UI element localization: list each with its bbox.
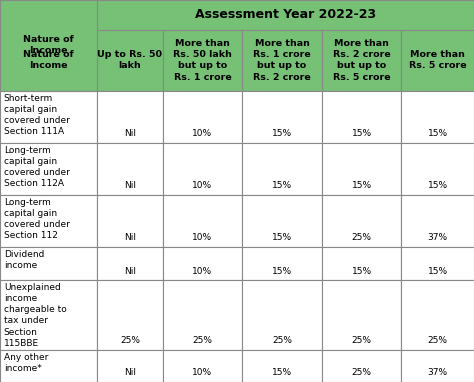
Bar <box>97 143 163 195</box>
Bar <box>97 30 163 91</box>
Bar <box>322 143 401 195</box>
Bar <box>242 247 322 280</box>
Bar <box>0 247 97 280</box>
Text: Nil: Nil <box>124 129 136 138</box>
Bar <box>0 30 97 91</box>
Bar <box>163 143 242 195</box>
Bar <box>0 91 97 143</box>
Bar <box>163 91 242 143</box>
Bar <box>163 280 242 350</box>
Text: 10%: 10% <box>192 129 212 138</box>
Text: 10%: 10% <box>192 368 212 377</box>
Text: Long-term
capital gain
covered under
Section 112: Long-term capital gain covered under Sec… <box>4 198 70 240</box>
Bar <box>401 350 474 382</box>
Text: 15%: 15% <box>272 129 292 138</box>
Bar <box>97 91 163 143</box>
Bar <box>322 30 401 91</box>
Text: 25%: 25% <box>352 336 372 345</box>
Text: Nil: Nil <box>124 368 136 377</box>
Bar <box>242 280 322 350</box>
Text: Long-term
capital gain
covered under
Section 112A: Long-term capital gain covered under Sec… <box>4 146 70 188</box>
Text: Nil: Nil <box>124 267 136 275</box>
Bar <box>401 247 474 280</box>
Bar <box>242 195 322 247</box>
Text: 15%: 15% <box>428 181 448 190</box>
Text: 15%: 15% <box>428 129 448 138</box>
Bar <box>97 280 163 350</box>
Bar <box>163 30 242 91</box>
Bar <box>322 350 401 382</box>
Text: 15%: 15% <box>428 267 448 275</box>
Text: 37%: 37% <box>428 368 448 377</box>
Bar <box>0 350 97 382</box>
Text: Nature of
Income: Nature of Income <box>23 50 74 71</box>
Text: More than
Rs. 2 crore
but up to
Rs. 5 crore: More than Rs. 2 crore but up to Rs. 5 cr… <box>333 39 391 82</box>
Text: Up to Rs. 50
lakh: Up to Rs. 50 lakh <box>97 50 163 71</box>
Bar <box>0 0 97 30</box>
Bar <box>97 195 163 247</box>
Bar <box>322 247 401 280</box>
Text: 10%: 10% <box>192 181 212 190</box>
Text: Nature of
Income: Nature of Income <box>23 36 74 55</box>
Text: 25%: 25% <box>352 233 372 243</box>
Text: Any other
income*: Any other income* <box>4 353 48 373</box>
Text: More than
Rs. 1 crore
but up to
Rs. 2 crore: More than Rs. 1 crore but up to Rs. 2 cr… <box>253 39 311 82</box>
Text: 15%: 15% <box>352 129 372 138</box>
Bar <box>401 143 474 195</box>
Bar <box>97 0 474 30</box>
Text: 15%: 15% <box>272 181 292 190</box>
Bar <box>401 195 474 247</box>
Bar <box>0 143 97 195</box>
Bar <box>97 350 163 382</box>
Text: Assessment Year 2022-23: Assessment Year 2022-23 <box>195 8 376 21</box>
Text: 25%: 25% <box>120 336 140 345</box>
Bar <box>163 247 242 280</box>
Bar <box>0 195 97 247</box>
Bar <box>0 280 97 350</box>
Bar <box>322 280 401 350</box>
Bar <box>163 195 242 247</box>
Text: 25%: 25% <box>192 336 212 345</box>
Bar <box>401 91 474 143</box>
Bar <box>322 195 401 247</box>
Text: 25%: 25% <box>428 336 448 345</box>
Bar <box>242 350 322 382</box>
Text: Short-term
capital gain
covered under
Section 111A: Short-term capital gain covered under Se… <box>4 94 70 136</box>
Bar <box>242 30 322 91</box>
Text: More than
Rs. 50 lakh
but up to
Rs. 1 crore: More than Rs. 50 lakh but up to Rs. 1 cr… <box>173 39 232 82</box>
Text: 37%: 37% <box>428 233 448 243</box>
Bar <box>242 143 322 195</box>
Text: 15%: 15% <box>272 267 292 275</box>
Text: 15%: 15% <box>352 181 372 190</box>
Text: 15%: 15% <box>272 233 292 243</box>
Text: Unexplained
income
chargeable to
tax under
Section
115BBE: Unexplained income chargeable to tax und… <box>4 283 66 348</box>
Text: 25%: 25% <box>352 368 372 377</box>
Text: Dividend
income: Dividend income <box>4 250 44 270</box>
Bar <box>401 30 474 91</box>
Bar <box>322 91 401 143</box>
Text: Nil: Nil <box>124 181 136 190</box>
Bar <box>242 91 322 143</box>
Text: 15%: 15% <box>352 267 372 275</box>
Bar <box>163 350 242 382</box>
Bar <box>0 0 97 91</box>
Text: More than
Rs. 5 crore: More than Rs. 5 crore <box>409 50 466 71</box>
Text: 10%: 10% <box>192 267 212 275</box>
Text: 15%: 15% <box>272 368 292 377</box>
Text: 10%: 10% <box>192 233 212 243</box>
Text: 25%: 25% <box>272 336 292 345</box>
Bar <box>401 280 474 350</box>
Text: Nil: Nil <box>124 233 136 243</box>
Bar <box>97 247 163 280</box>
